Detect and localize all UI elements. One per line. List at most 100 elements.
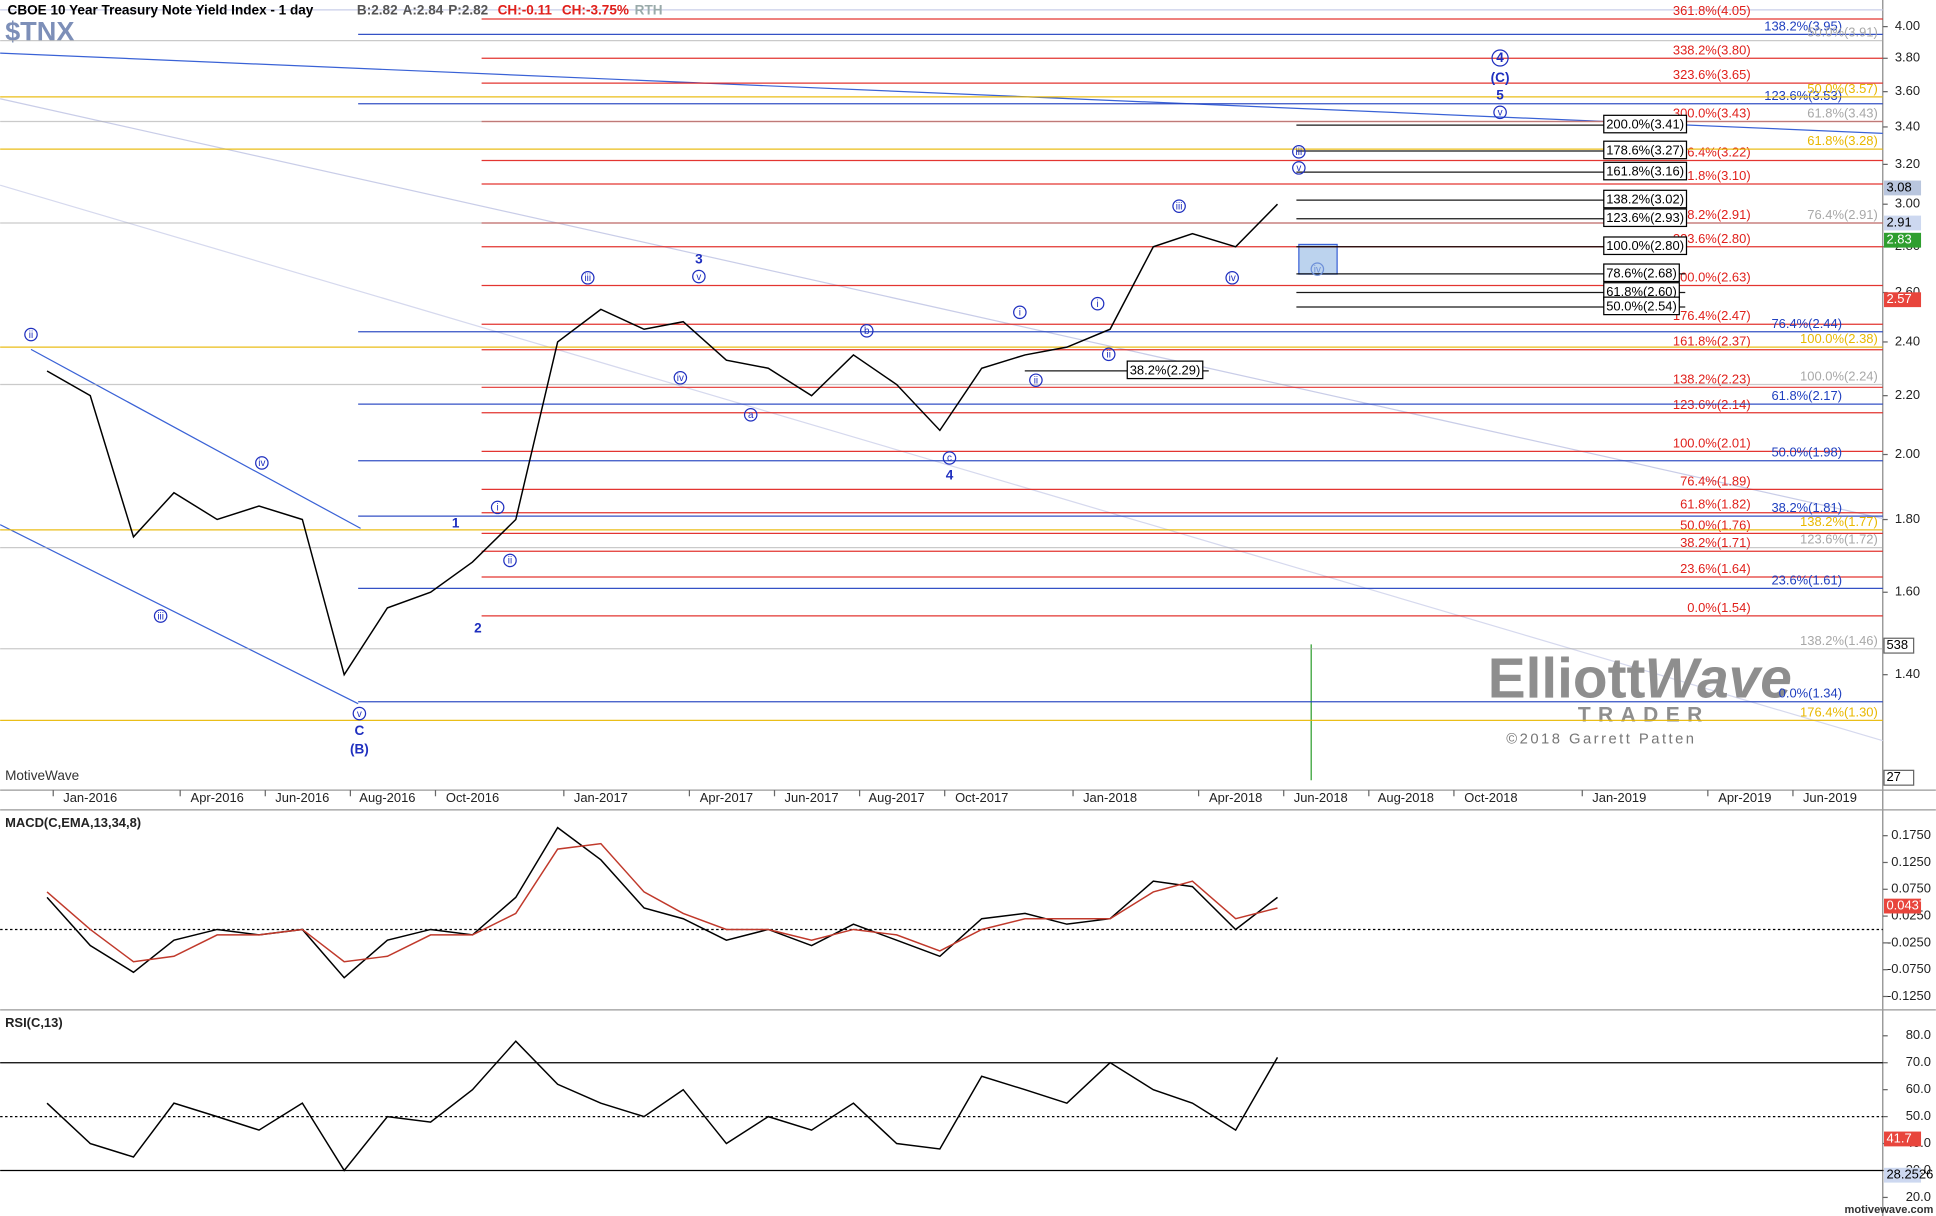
fib-label: 50.0%(3.91) <box>1807 25 1878 40</box>
wave-label: 5 <box>1496 87 1504 102</box>
x-tick-label: Apr-2017 <box>700 790 753 805</box>
fib-label: 78.6%(2.68) <box>1606 265 1677 280</box>
price-marker-label: 28.2526 <box>1886 1167 1933 1182</box>
wave-circle <box>24 327 38 342</box>
fib-label: 223.6%(2.80) <box>1673 231 1751 246</box>
series-line <box>46 1040 1279 1172</box>
wave-circle <box>1225 270 1239 285</box>
fib-label: 61.8%(2.60) <box>1606 284 1677 299</box>
fib-label: 100.0%(2.01) <box>1673 435 1751 450</box>
watermark-text: Wave <box>1645 648 1792 711</box>
price-marker-label: 2.57 <box>1886 291 1911 306</box>
wave-label: iii <box>1296 147 1303 158</box>
fib-label: 100.0%(2.80) <box>1606 238 1684 253</box>
wave-label: (C) <box>1491 70 1510 85</box>
wave-label: 1 <box>452 516 460 531</box>
y-tick-label: 3.20 <box>1895 156 1920 171</box>
series-line <box>46 826 1278 979</box>
quote: A:2.84 <box>403 3 444 18</box>
fib-label: 178.6%(3.27) <box>1606 142 1684 157</box>
fib-label: 50.0%(1.98) <box>1771 445 1842 460</box>
wave-circle <box>942 451 957 465</box>
wave-label: i <box>1097 299 1099 310</box>
fib-label: 76.4%(1.89) <box>1680 473 1751 488</box>
wave-label: 3 <box>695 251 703 266</box>
change: CH:-0.11 <box>498 3 553 18</box>
wave-label: i <box>497 503 499 514</box>
series-line <box>46 842 1278 963</box>
fib-label-box <box>1603 208 1688 228</box>
wave-label: 4 <box>946 467 954 482</box>
fib-label: 23.6%(1.64) <box>1680 561 1751 576</box>
fib-label: 76.4%(2.44) <box>1771 316 1842 331</box>
fib-label-box <box>1603 236 1688 256</box>
fib-label: 323.6%(3.65) <box>1673 67 1751 82</box>
fib-label: 338.2%(3.80) <box>1673 42 1751 57</box>
quote: B:2.82 <box>357 3 398 18</box>
wave-label: ii <box>508 556 512 567</box>
y-tick-label: 1.80 <box>1895 511 1920 526</box>
wave-circle <box>503 553 517 568</box>
wave-label: (B) <box>350 742 369 757</box>
fib-label: 200.0%(3.41) <box>1606 117 1684 132</box>
fib-label: 50.0%(3.57) <box>1807 81 1878 96</box>
fib-label: 38.2%(1.81) <box>1771 500 1842 515</box>
wave-label: iv <box>1314 264 1321 275</box>
fib-label-box <box>1603 140 1688 160</box>
panel-title: RSI(C,13) <box>5 1015 63 1030</box>
price-marker <box>1884 215 1922 231</box>
fib-label: 176.4%(1.30) <box>1800 704 1878 719</box>
fib-label-box <box>1603 296 1680 316</box>
wave-circle <box>1491 49 1509 67</box>
x-tick-label: Apr-2019 <box>1718 790 1771 805</box>
footer: motivewave.com <box>1844 1204 1933 1216</box>
fib-label: 138.2%(3.95) <box>1764 18 1842 33</box>
fib-label-box <box>1603 161 1688 181</box>
fib-label: 76.4%(2.91) <box>1807 207 1878 222</box>
marker-box <box>1883 637 1915 654</box>
marker-box <box>1883 769 1915 786</box>
x-tick-label: Jun-2017 <box>785 790 839 805</box>
y-tick-label: 2.20 <box>1895 387 1920 402</box>
wave-circle <box>859 324 874 338</box>
price-marker-label: 0.0437 <box>1886 897 1926 912</box>
y-tick-label: 2.00 <box>1895 446 1920 461</box>
price-marker-label: 2.91 <box>1886 214 1911 229</box>
x-tick-label: Apr-2018 <box>1209 790 1262 805</box>
x-tick-label: Aug-2018 <box>1378 790 1434 805</box>
wave-circle <box>1172 199 1186 213</box>
trendline <box>30 348 361 529</box>
quote: P:2.82 <box>448 3 488 18</box>
y-tick-label: 0.0750 <box>1891 881 1931 896</box>
fib-label: 100.0%(2.38) <box>1800 331 1878 346</box>
wave-circle <box>255 456 269 470</box>
wave-label: v <box>357 709 362 720</box>
wave-circle <box>153 609 168 623</box>
session: RTH <box>635 3 663 18</box>
fib-label: 61.8%(3.28) <box>1807 133 1878 148</box>
x-tick-label: Jan-2019 <box>1592 790 1646 805</box>
wave-label: a <box>748 410 754 421</box>
price-marker <box>1884 232 1922 248</box>
wave-label: v <box>1296 163 1301 174</box>
fib-label: 300.0%(3.43) <box>1673 106 1751 121</box>
wave-circle <box>580 270 595 285</box>
y-tick-label: 0.1250 <box>1891 854 1931 869</box>
fib-label: 23.6%(1.61) <box>1771 572 1842 587</box>
wave-label: v <box>696 272 701 283</box>
wave-circle <box>1292 161 1306 175</box>
wave-label: ii <box>1107 350 1111 361</box>
fib-label-box <box>1603 114 1688 134</box>
watermark-text: TRADER <box>1578 704 1710 727</box>
wave-circle <box>1493 105 1507 120</box>
trendline <box>0 184 1883 742</box>
y-tick-label: 50.0 <box>1906 1108 1931 1123</box>
y-tick-label: 4.00 <box>1895 18 1920 33</box>
price-marker <box>1884 1131 1922 1147</box>
fib-label: 138.2%(1.46) <box>1800 633 1878 648</box>
fib-label: 238.2%(2.91) <box>1673 207 1751 222</box>
fib-label: 0.0%(1.54) <box>1687 600 1750 615</box>
y-tick-label: 3.40 <box>1895 118 1920 133</box>
